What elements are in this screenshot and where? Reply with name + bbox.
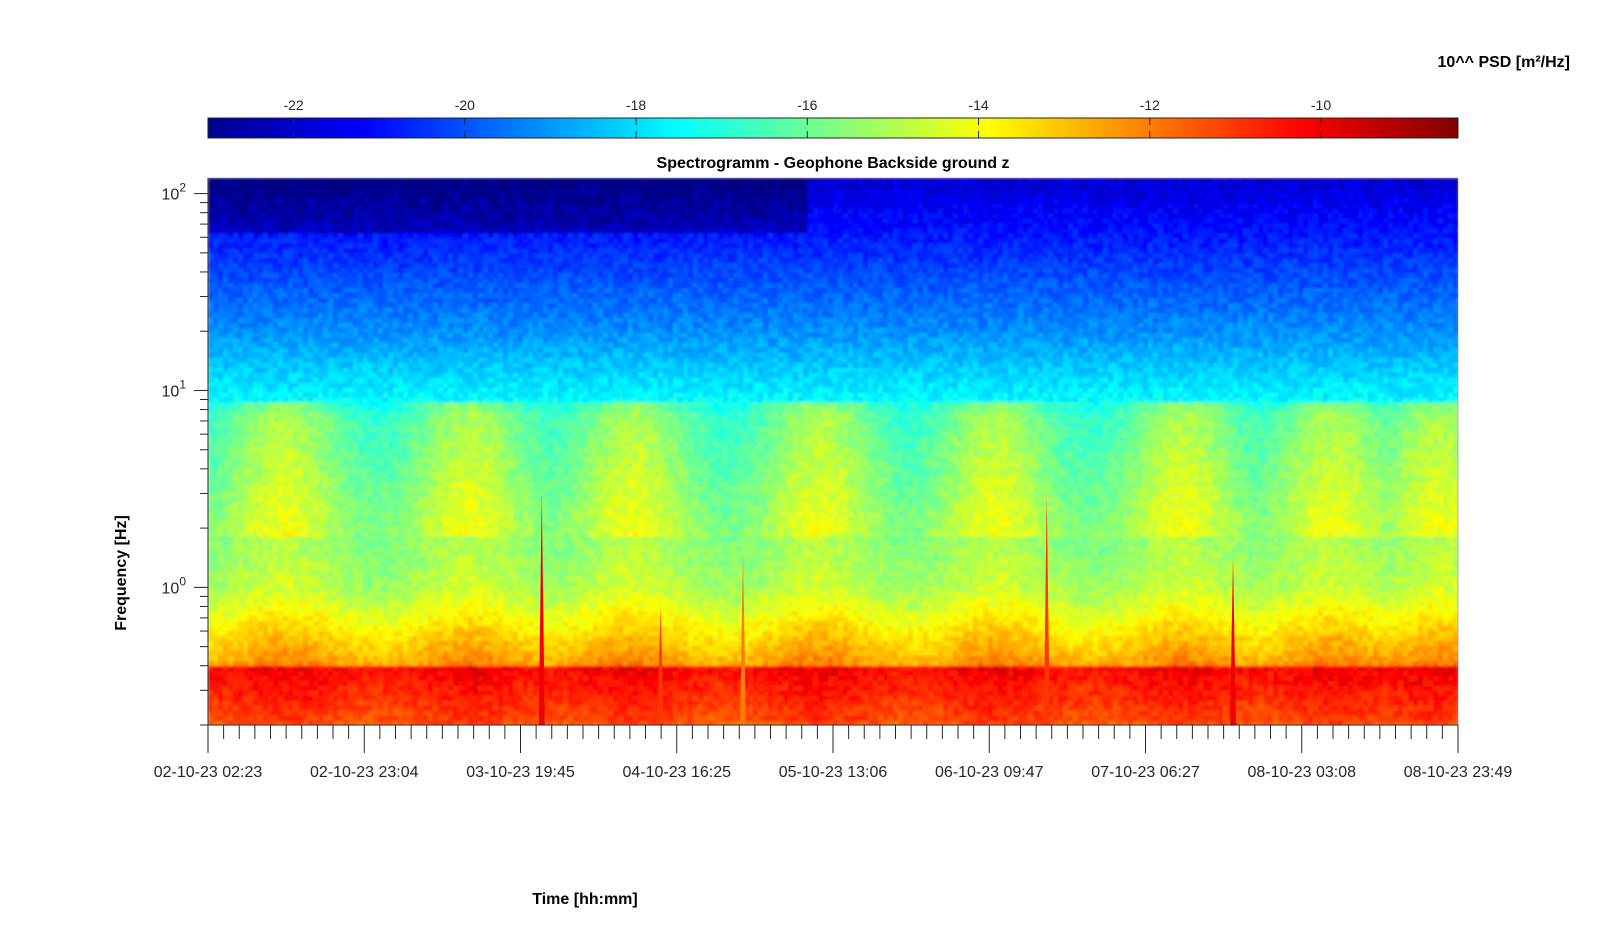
x-tick-label: 07-10-23 06:27 xyxy=(1091,764,1200,781)
x-tick-label: 08-10-23 23:49 xyxy=(1404,764,1513,781)
colorbar-tick-label: -14 xyxy=(968,97,988,113)
y-axis-label: Frequency [Hz] xyxy=(113,515,130,631)
y-tick-label: 101 xyxy=(162,377,187,400)
colorbar-label: 10^^ PSD [m²/Hz] xyxy=(1438,54,1570,71)
x-tick-label: 02-10-23 23:04 xyxy=(310,764,419,781)
x-tick-label: 05-10-23 13:06 xyxy=(779,764,888,781)
x-tick-label: 03-10-23 19:45 xyxy=(466,764,575,781)
colorbar-tick-label: -16 xyxy=(797,97,817,113)
colorbar: -22 -20 -18 -16 -14 -12 -10 10^^ PSD [m²/Hz] xyxy=(208,54,1570,138)
chart-title: Spectrogramm - Geophone Backside ground … xyxy=(657,155,1010,172)
x-axis: 02-10-23 02:23 02-10-23 23:04 03-10-23 19:… xyxy=(154,725,1513,781)
colorbar-gradient xyxy=(208,118,1458,138)
colorbar-tick-label: -10 xyxy=(1311,97,1331,113)
x-tick-label: 02-10-23 02:23 xyxy=(154,764,263,781)
heatmap-area xyxy=(208,178,1459,726)
colorbar-tick-label: -22 xyxy=(283,97,303,113)
x-tick-label: 06-10-23 09:47 xyxy=(935,764,1044,781)
colorbar-tick-label: -12 xyxy=(1140,97,1160,113)
x-tick-label: 08-10-23 03:08 xyxy=(1247,764,1356,781)
y-axis: 100 101 102 xyxy=(162,178,208,725)
x-axis-label: Time [hh:mm] xyxy=(532,891,637,908)
colorbar-tick-label: -20 xyxy=(455,97,475,113)
y-tick-label: 100 xyxy=(162,574,187,597)
y-tick-label: 102 xyxy=(162,181,187,204)
colorbar-tick-label: -18 xyxy=(626,97,646,113)
x-tick-label: 04-10-23 16:25 xyxy=(622,764,731,781)
